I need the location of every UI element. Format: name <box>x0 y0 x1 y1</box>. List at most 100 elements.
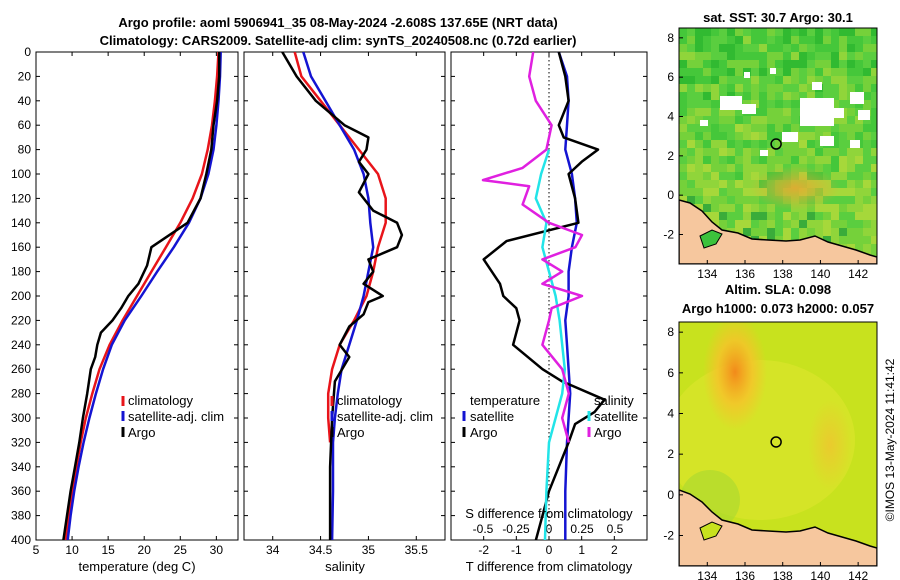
sst-cell <box>807 28 815 36</box>
sst-cell <box>791 92 799 100</box>
sst-cell <box>719 68 727 76</box>
sst-cell <box>759 220 767 228</box>
sst-cell <box>863 100 871 108</box>
sst-cell <box>735 196 743 204</box>
sst-cell <box>783 52 791 60</box>
sst-cell <box>783 108 791 116</box>
sst-cell <box>839 236 847 244</box>
sst-cell <box>751 172 759 180</box>
sla-map-axes: 134 136 138 140 142 -2 0 2 4 6 8 <box>663 325 868 580</box>
sst-cell <box>751 76 759 84</box>
sst-cell <box>703 84 711 92</box>
sst-cell <box>807 60 815 68</box>
sst-cell <box>719 212 727 220</box>
sst-cell <box>831 116 839 124</box>
sst-cell <box>735 28 743 36</box>
sst-cell <box>831 84 839 92</box>
sst-cell <box>695 204 703 212</box>
temperature-panel: 0 20 40 60 80 100 120 140 160 180 200 220 240 260 280 3… <box>11 45 239 574</box>
sst-cell <box>839 36 847 44</box>
sst-cell <box>815 28 823 36</box>
ytick-label: 120 <box>11 191 31 205</box>
sst-cell <box>807 132 815 140</box>
sst-cell <box>735 188 743 196</box>
imos-timestamp: ©IMOS 13-May-2024 11:41:42 <box>883 358 897 521</box>
sst-cell <box>759 124 767 132</box>
sst-cell <box>799 44 807 52</box>
map-ytick-label: 0 <box>667 488 674 502</box>
sst-cell <box>719 188 727 196</box>
sst-cell <box>695 164 703 172</box>
sst-cloud-gap <box>782 132 798 142</box>
sst-cell <box>839 60 847 68</box>
sst-cell <box>687 180 695 188</box>
sst-cell <box>807 68 815 76</box>
sst-cell <box>735 220 743 228</box>
sst-cell <box>751 84 759 92</box>
sst-cell <box>783 36 791 44</box>
sst-cell <box>727 124 735 132</box>
sst-cell <box>735 164 743 172</box>
sst-cell <box>831 140 839 148</box>
sst-cell <box>871 108 877 116</box>
sst-cell <box>823 44 831 52</box>
sst-cell <box>855 76 863 84</box>
sst-cell <box>863 148 871 156</box>
sst-cell <box>775 124 783 132</box>
sst-cell <box>735 212 743 220</box>
sst-cell <box>791 212 799 220</box>
sst-cell <box>687 124 695 132</box>
sst-cell <box>751 68 759 76</box>
sst-cell <box>855 44 863 52</box>
sst-cell <box>791 44 799 52</box>
sst-cell <box>695 36 703 44</box>
sst-cell <box>679 140 687 148</box>
sst-cell <box>831 68 839 76</box>
sst-cloud-gap <box>700 120 708 126</box>
map-xtick-label: 134 <box>697 267 717 281</box>
sst-cell <box>815 44 823 52</box>
sst-cell <box>799 124 807 132</box>
sst-cell <box>687 92 695 100</box>
series-line-argo-t-diff <box>482 52 606 540</box>
sst-cell <box>719 108 727 116</box>
sst-cell <box>695 116 703 124</box>
sst-map-field <box>679 28 877 264</box>
sst-cell <box>711 212 719 220</box>
legend-label-t-argo: Argo <box>470 425 497 440</box>
sst-cell <box>775 228 783 236</box>
sst-cell <box>727 140 735 148</box>
sst-cloud-gap <box>744 72 750 78</box>
sst-cloud-gap <box>850 140 860 148</box>
sst-cell <box>871 84 877 92</box>
sst-cloud-gap <box>850 92 864 104</box>
map-ytick-label: 4 <box>667 407 674 421</box>
sst-cell <box>695 84 703 92</box>
sst-cell <box>727 180 735 188</box>
sst-cell <box>823 36 831 44</box>
sst-cell <box>791 52 799 60</box>
temperature-legend: climatology satellite-adj. clim Argo <box>121 393 224 440</box>
s-difference-tick-label: 0.25 <box>570 522 594 536</box>
sst-cell <box>839 228 847 236</box>
sst-cell <box>751 52 759 60</box>
sst-cell <box>863 92 871 100</box>
sst-cell <box>783 124 791 132</box>
sst-cell <box>743 44 751 52</box>
sst-cell <box>823 68 831 76</box>
sst-cell <box>863 76 871 84</box>
sst-cloud-gaps <box>700 68 870 156</box>
sst-cell <box>799 28 807 36</box>
salinity-tick-label: 34 <box>266 543 280 557</box>
sst-cell <box>759 60 767 68</box>
sst-cell <box>703 196 711 204</box>
sst-cell <box>839 132 847 140</box>
sst-cell <box>871 204 877 212</box>
sst-cell <box>807 52 815 60</box>
sst-cell <box>719 84 727 92</box>
map-ytick-label: 8 <box>667 31 674 45</box>
sst-cell <box>807 212 815 220</box>
sst-cell <box>831 36 839 44</box>
sst-cell <box>735 60 743 68</box>
sst-cell <box>775 132 783 140</box>
